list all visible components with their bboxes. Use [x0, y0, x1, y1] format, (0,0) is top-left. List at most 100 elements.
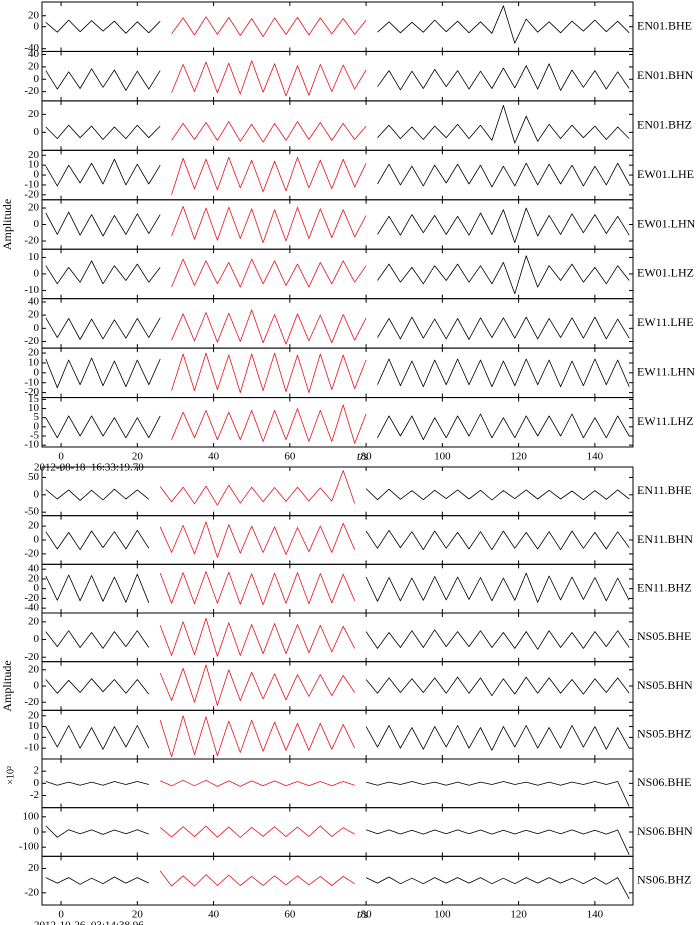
- station-label: EW11.LHE: [637, 315, 694, 329]
- y-tick-label: -10: [24, 439, 39, 451]
- y-tick-label: -20: [24, 235, 39, 247]
- y-tick-label: -20: [24, 85, 39, 97]
- x-tick-label: 140: [587, 909, 604, 921]
- trace: [45, 529, 150, 551]
- x-tick-label: 40: [208, 909, 220, 921]
- trace: [377, 5, 630, 44]
- trace: [159, 825, 355, 838]
- station-label: EN01.BHN: [637, 68, 694, 82]
- x-tick-label: 20: [132, 451, 144, 463]
- y-tick-label: 0: [34, 826, 40, 838]
- x-tick-label: 120: [510, 909, 527, 921]
- trace: [377, 63, 630, 91]
- y-tick-label: 50: [28, 471, 40, 483]
- y-tick-label: 20: [28, 60, 40, 72]
- y-tick-label: 20: [28, 347, 40, 359]
- panel-frame: [41, 855, 634, 906]
- trace: [365, 829, 630, 855]
- y-tick-label: 20: [28, 709, 40, 721]
- trace: [171, 352, 367, 393]
- y-tick-label: 10: [28, 251, 40, 263]
- y-tick-label: 10: [28, 402, 40, 414]
- trace: [377, 105, 630, 144]
- y-tick-label: 15: [28, 393, 40, 405]
- station-label: EW11.LHN: [637, 365, 695, 379]
- station-label: EN11.BHE: [637, 483, 692, 497]
- y-tick-label: -50: [24, 506, 39, 518]
- y-tick-label: 20: [28, 9, 40, 21]
- y-tick-label: 0: [34, 73, 40, 85]
- trace: [377, 207, 630, 243]
- station-label: NS05.BHZ: [637, 726, 691, 740]
- y-tick-label: -100: [19, 841, 40, 853]
- y-tick-label: 10: [28, 356, 40, 368]
- y-tick-label: 2: [34, 765, 40, 777]
- trace: [171, 16, 367, 37]
- trace: [160, 779, 355, 787]
- y-tick-label: -2: [30, 789, 39, 801]
- trace: [45, 68, 161, 91]
- station-label: EN01.BHZ: [637, 117, 692, 131]
- trace: [159, 664, 356, 706]
- trace: [365, 529, 630, 551]
- trace: [171, 404, 367, 444]
- trace: [365, 572, 630, 603]
- y-tick-label: -5: [30, 430, 40, 442]
- trace: [45, 260, 161, 285]
- station-label: EN11.BHZ: [637, 580, 692, 594]
- x-tick-label: 60: [284, 451, 296, 463]
- station-label: NS05.BHE: [637, 629, 691, 643]
- trace: [171, 156, 367, 195]
- trace: [171, 121, 367, 143]
- x-tick-label: 120: [510, 451, 527, 463]
- station-label: NS05.BHN: [637, 678, 693, 692]
- trace: [159, 617, 356, 657]
- y-tick-label: 0: [34, 534, 40, 546]
- trace: [365, 781, 630, 807]
- trace: [377, 255, 630, 295]
- trace: [45, 357, 161, 389]
- trace: [45, 211, 161, 237]
- y-tick-label: 20: [28, 862, 40, 874]
- y-tick-label: 20: [28, 615, 40, 627]
- y-tick-label: 0: [34, 633, 40, 645]
- y-tick-label: 0: [34, 680, 40, 692]
- x-tick-label: 80: [361, 909, 373, 921]
- trace: [377, 162, 630, 188]
- station-label: NS06.BHE: [637, 775, 691, 789]
- x-tick-label: 0: [58, 451, 64, 463]
- y-tick-label: -40: [24, 42, 39, 54]
- timestamp: 2012-10-26 03:14:38.96: [34, 920, 144, 925]
- trace: [365, 488, 630, 501]
- y-tick-label: 0: [34, 20, 40, 32]
- station-label: EW01.LHE: [637, 167, 694, 181]
- y-tick-label: 0: [34, 126, 40, 138]
- y-tick-label: -20: [24, 651, 39, 663]
- y-tick-label: 0: [34, 488, 40, 500]
- y-tick-label: 10: [28, 720, 40, 732]
- y-tick-label: 0: [34, 169, 40, 181]
- y-tick-label: 0: [34, 267, 40, 279]
- timestamp: 2012-08-18 16:33:19.70: [34, 462, 144, 474]
- trace: [365, 629, 630, 650]
- trace: [45, 158, 161, 187]
- station-label: EW01.LHN: [637, 216, 696, 230]
- y-tick-label: 20: [28, 572, 40, 584]
- y-tick-label: -20: [24, 592, 39, 604]
- trace: [365, 725, 630, 751]
- trace: [45, 876, 149, 885]
- y-tick-label: -40: [24, 602, 39, 614]
- trace: [45, 781, 149, 786]
- y-tick-label: -20: [24, 335, 39, 347]
- y-tick-label: 0: [34, 218, 40, 230]
- y-tick-label: 10: [28, 159, 40, 171]
- trace: [45, 725, 150, 750]
- x-tick-label: 140: [587, 451, 604, 463]
- station-label: EN01.BHE: [637, 18, 692, 32]
- trace: [45, 317, 161, 340]
- y-tick-label: 0: [34, 582, 40, 594]
- trace: [159, 715, 356, 758]
- panel-frame: [41, 612, 634, 663]
- station-label: EW01.LHZ: [637, 266, 694, 280]
- y-tick-label: 100: [23, 810, 40, 822]
